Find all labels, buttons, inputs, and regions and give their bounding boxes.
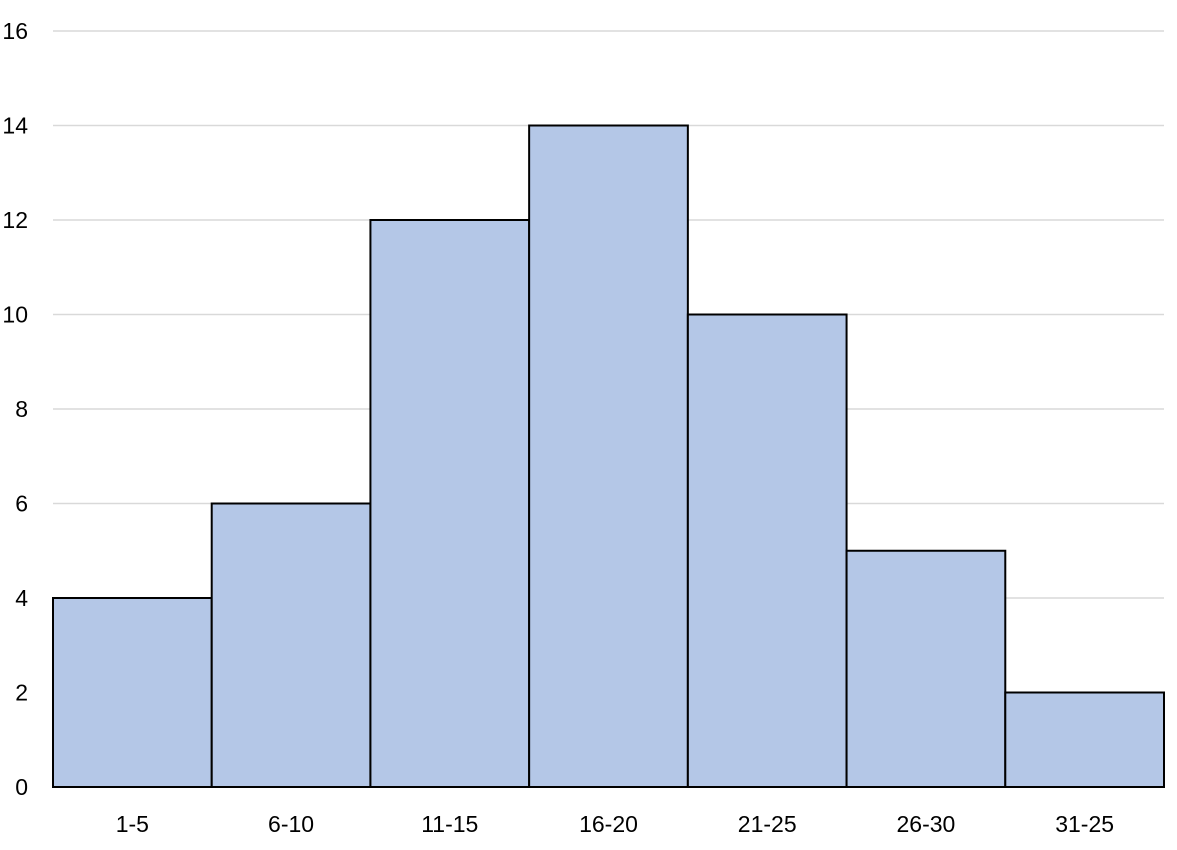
bar-31-25 bbox=[1004, 691, 1165, 788]
x-tick-label: 6-10 bbox=[268, 811, 314, 837]
bars bbox=[52, 124, 1165, 788]
y-tick-label: 8 bbox=[15, 396, 28, 422]
x-tick-label: 1-5 bbox=[116, 811, 149, 837]
bar-26-30 bbox=[845, 549, 1007, 788]
x-tick-label: 16-20 bbox=[579, 811, 638, 837]
y-tick-label: 16 bbox=[2, 18, 28, 44]
x-tick-label: 21-25 bbox=[738, 811, 797, 837]
y-tick-label: 4 bbox=[15, 585, 28, 611]
y-tick-label: 0 bbox=[15, 774, 28, 800]
bar-1-5 bbox=[52, 597, 213, 788]
bar-21-25 bbox=[686, 313, 848, 788]
x-tick-label: 11-15 bbox=[421, 811, 478, 837]
x-tick-label: 26-30 bbox=[897, 811, 956, 837]
y-tick-label: 2 bbox=[15, 680, 28, 706]
bar-11-15 bbox=[369, 219, 531, 788]
bar-6-10 bbox=[210, 502, 372, 788]
x-axis-tick-labels: 1-5 6-10 11-15 16-20 21-25 26-30 31-25 bbox=[116, 811, 1114, 837]
y-tick-label: 10 bbox=[2, 302, 28, 328]
x-tick-label: 31-25 bbox=[1055, 811, 1114, 837]
y-tick-label: 6 bbox=[15, 491, 28, 517]
y-tick-label: 12 bbox=[2, 207, 28, 233]
bar-16-20 bbox=[528, 124, 689, 788]
y-tick-label: 14 bbox=[2, 113, 28, 139]
y-axis-tick-labels: 0 2 4 6 8 10 12 14 16 bbox=[2, 18, 28, 800]
